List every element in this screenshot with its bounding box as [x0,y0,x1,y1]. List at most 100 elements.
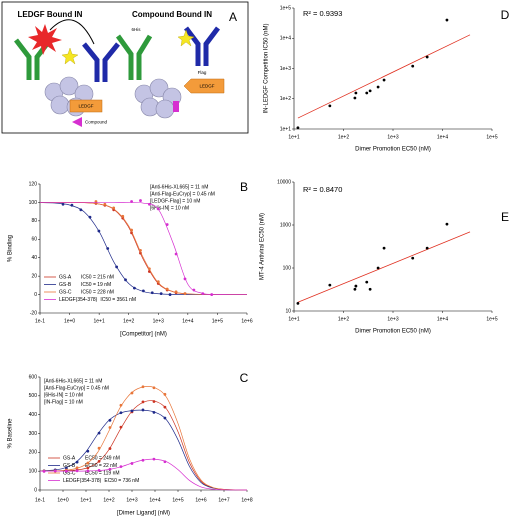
data-point [97,229,101,233]
fit-line [297,231,471,303]
data-point [147,202,151,206]
legend-label: IC50 = 3561 nM [100,297,136,303]
y-tick-label: 1000 [280,222,291,228]
chart-panel: 1e-1 1e+0 1e+1 1e+2 1e+3 1e+4 1e+5 1e+6 -20 0 20 40… [8,180,253,337]
chart-panel: 1e+1 1e+2 1e+3 1e+4 1e+5 10 100 1000 10000 Dimer … [260,179,509,334]
data-point [353,96,357,100]
data-point [156,207,160,211]
y-axis-label: MT-4 Antiviral EC50 (nM) [260,213,266,280]
data-point [61,202,65,206]
fit-curve [39,400,248,491]
x-tick-label: 1e+5 [212,318,223,324]
x-tick-label: 1e+1 [94,318,105,324]
x-tick-label: 1e+3 [153,318,164,324]
data-point [183,277,187,281]
y-tick-label: 400 [29,412,38,418]
data-point [130,200,133,203]
data-point [152,457,156,461]
y-tick-label: 10 [285,308,291,314]
y-tick-label: 80 [31,218,37,224]
x-axis-label: Dimer Promotion EC50 (nM) [355,329,431,335]
data-point [133,286,136,290]
x-tick-label: 1e+7 [218,497,229,503]
tag-label: Flag [198,70,207,75]
legend-label: EC50 = 736 nM [104,478,139,484]
acceptor-star [177,29,195,47]
data-point [328,104,332,108]
chart-panel: 1e+1 1e+2 1e+3 1e+4 1e+5 1e+1 1e+2 1e+3 1e+4 1e+5… [264,5,510,152]
data-point [86,449,90,453]
data-point [445,18,449,22]
panel-label: D [501,8,510,22]
x-tick-label: 1e+4 [437,316,448,322]
y-axis-label: % Binding [8,235,14,262]
data-point [152,386,156,390]
data-point [368,287,372,291]
data-point [152,411,156,414]
data-point [139,199,142,202]
data-point [382,246,386,250]
data-point [168,293,172,296]
data-point [411,64,415,68]
data-point [141,458,145,462]
ledgf-box [69,99,103,113]
data-point [353,287,357,291]
data-point [163,460,167,464]
x-tick-label: 1e+0 [64,318,75,324]
acceptor-star [61,47,79,65]
x-axis-label: Dimer Promotion EC50 (nM) [355,147,431,153]
data-point [108,467,112,471]
data-point [115,265,119,269]
data-point [328,283,332,287]
data-point [106,247,110,250]
data-point [425,55,429,59]
legend-name: LEDGF(354-378) [59,297,98,303]
data-point [141,400,145,404]
data-point [156,280,160,284]
x-tick-label: 1e+1 [288,134,299,140]
antibody-blue [203,26,220,66]
antibody-green [136,34,153,80]
ledgf-box [183,78,225,94]
data-point [376,266,380,270]
y-tick-label: 40 [31,255,37,261]
legend-name: GS-A [59,274,72,280]
annotation: R² = 0.9393 [303,9,342,18]
data-point [119,425,123,429]
legend-label: EC50 = 22 nM [85,463,117,469]
data-point [376,85,380,89]
y-tick-label: 120 [29,181,38,187]
y-tick-label: 1e+5 [280,5,291,11]
data-point [201,292,205,296]
data-point [97,431,101,435]
legend-label: IC50 = 215 nM [81,274,114,280]
data-point [108,418,112,422]
data-point [139,248,142,252]
y-tick-label: 100 [29,468,38,474]
data-point [108,426,112,429]
data-point [75,460,79,464]
legend-name: LEDGF(354-378) [63,478,102,484]
x-tick-label: 1e+4 [437,134,448,140]
y-axis-label: % Baseline [8,418,14,449]
data-point [75,469,79,473]
annotation: [Anti-6His-XL665] = 11 nM [150,184,208,190]
y-axis-label: IN-LEDGF Competition IC50 (nM) [264,23,270,113]
left-title: LEDGF Bound IN [18,10,83,19]
x-tick-label: 1e+3 [126,497,137,503]
data-point [103,202,107,206]
data-point [130,391,134,395]
x-tick-label: 1e+1 [288,316,299,322]
data-point [174,252,178,256]
y-tick-label: 10000 [277,179,291,185]
antibody-blue [184,26,201,66]
fit-curve [40,202,247,295]
annotation: [Anti-Flag-EuCryp] = 0.45 nM [150,191,215,197]
x-tick-label: 1e+0 [57,497,68,503]
y-tick-label: 100 [29,200,38,206]
data-point [163,392,167,396]
data-point [141,408,145,412]
legend-name: GS-A [63,455,76,461]
data-point [130,228,133,232]
